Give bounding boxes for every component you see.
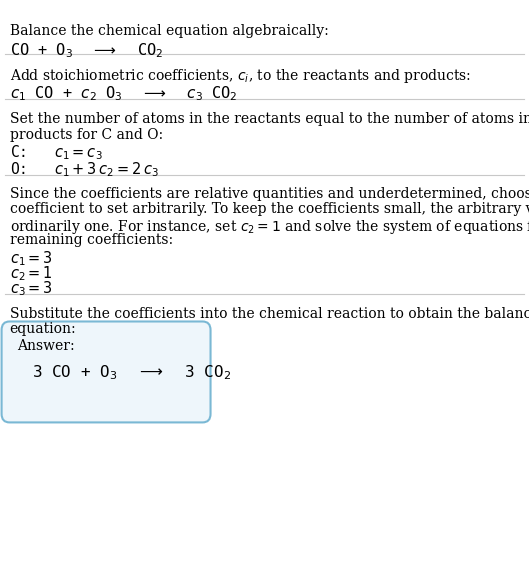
Text: Balance the chemical equation algebraically:: Balance the chemical equation algebraica…	[10, 24, 329, 38]
Text: ordinarily one. For instance, set $c_2 = 1$ and solve the system of equations fo: ordinarily one. For instance, set $c_2 =…	[10, 218, 529, 236]
Text: $c_1 = 3$: $c_1 = 3$	[10, 249, 52, 268]
Text: O:   $c_1 + 3\,c_2 = 2\,c_3$: O: $c_1 + 3\,c_2 = 2\,c_3$	[10, 160, 159, 179]
FancyBboxPatch shape	[2, 321, 211, 422]
Text: Add stoichiometric coefficients, $c_i$, to the reactants and products:: Add stoichiometric coefficients, $c_i$, …	[10, 67, 471, 85]
Text: $c_3 = 3$: $c_3 = 3$	[10, 280, 52, 298]
Text: Answer:: Answer:	[17, 339, 75, 353]
Text: CO + O$_3$  $\longrightarrow$  CO$_2$: CO + O$_3$ $\longrightarrow$ CO$_2$	[10, 41, 163, 60]
Text: equation:: equation:	[10, 322, 76, 336]
Text: C:   $c_1 = c_3$: C: $c_1 = c_3$	[10, 143, 102, 162]
Text: Since the coefficients are relative quantities and underdetermined, choose a: Since the coefficients are relative quan…	[10, 187, 529, 201]
Text: remaining coefficients:: remaining coefficients:	[10, 233, 172, 247]
Text: products for C and O:: products for C and O:	[10, 128, 162, 142]
Text: Set the number of atoms in the reactants equal to the number of atoms in the: Set the number of atoms in the reactants…	[10, 112, 529, 126]
Text: $c_1$ CO + $c_2$ O$_3$  $\longrightarrow$  $c_3$ CO$_2$: $c_1$ CO + $c_2$ O$_3$ $\longrightarrow$…	[10, 84, 237, 103]
Text: coefficient to set arbitrarily. To keep the coefficients small, the arbitrary va: coefficient to set arbitrarily. To keep …	[10, 202, 529, 217]
Text: 3 CO + O$_3$  $\longrightarrow$  3 CO$_2$: 3 CO + O$_3$ $\longrightarrow$ 3 CO$_2$	[32, 363, 231, 382]
Text: Substitute the coefficients into the chemical reaction to obtain the balanced: Substitute the coefficients into the che…	[10, 307, 529, 321]
Text: $c_2 = 1$: $c_2 = 1$	[10, 264, 52, 283]
